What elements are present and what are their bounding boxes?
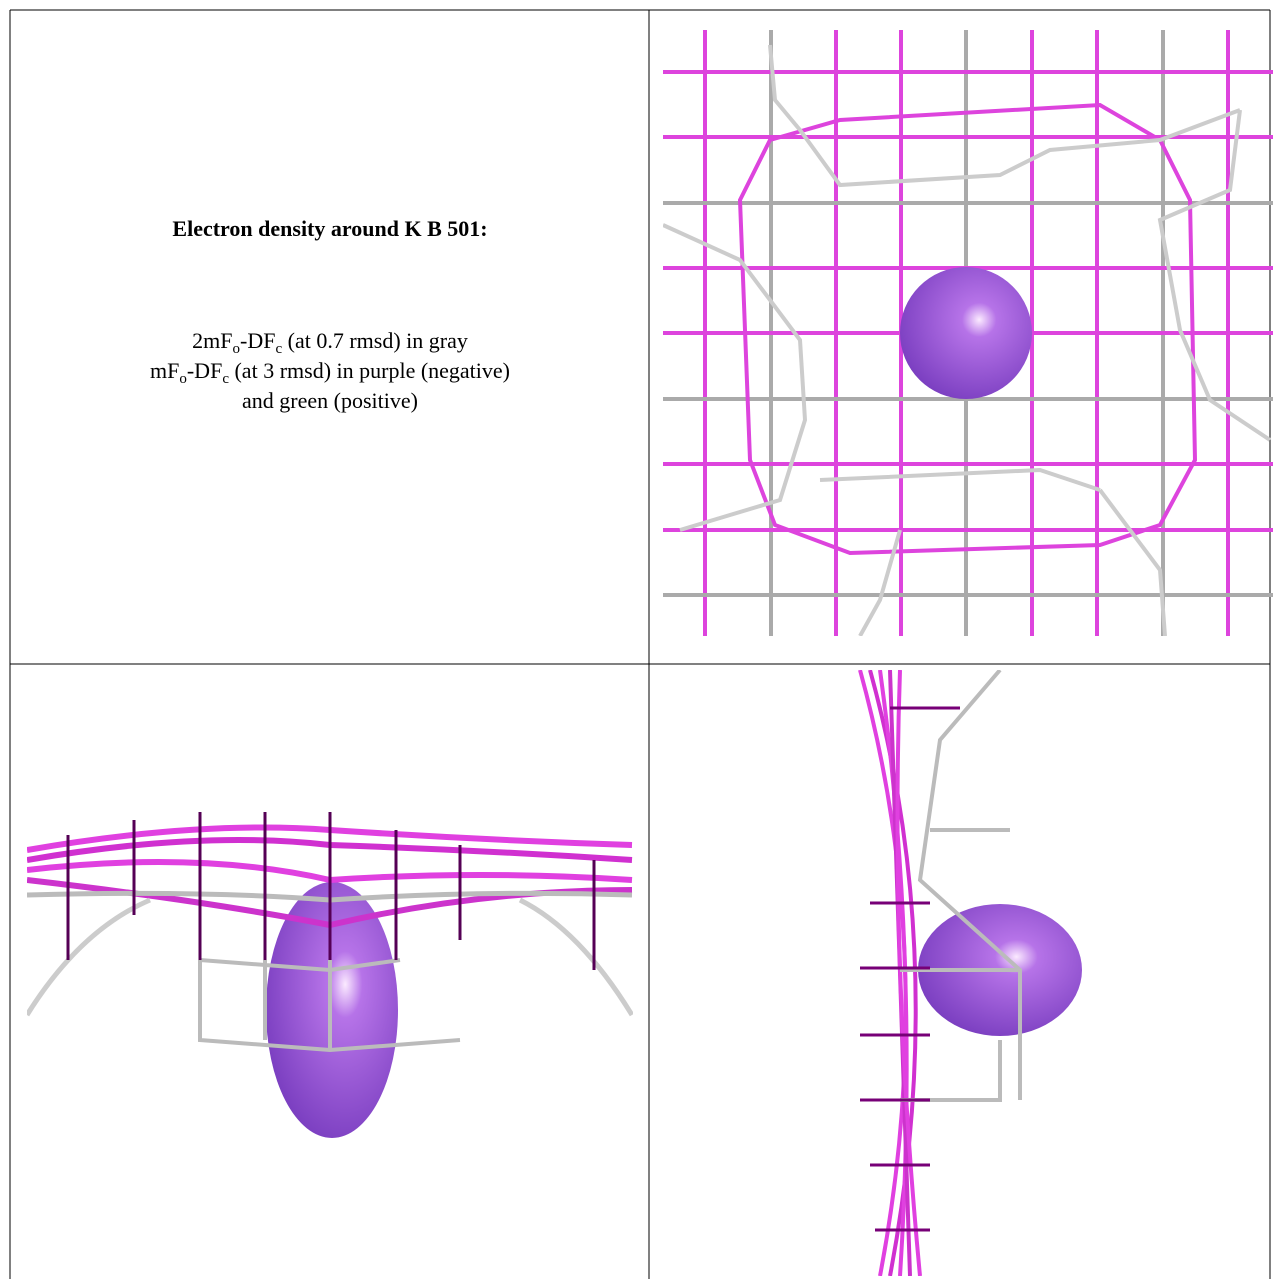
legend-line: and green (positive) bbox=[242, 388, 418, 413]
text-segment: mF bbox=[150, 358, 179, 383]
contour bbox=[663, 44, 1272, 636]
text-segment: (at 3 rmsd) in purple (negative) bbox=[229, 358, 510, 383]
text-segment: and green (positive) bbox=[242, 388, 418, 413]
contour bbox=[737, 102, 1198, 556]
subscript: o bbox=[179, 371, 187, 387]
subscript: o bbox=[233, 341, 241, 357]
ticks bbox=[860, 706, 960, 1232]
density-side-view bbox=[27, 812, 633, 1138]
text-segment: (at 0.7 rmsd) in gray bbox=[282, 328, 468, 353]
ticks bbox=[66, 812, 596, 970]
table-frame bbox=[9, 9, 1271, 1279]
atom-sphere bbox=[900, 267, 1032, 399]
text-segment: -DF bbox=[240, 328, 275, 353]
subscript: c bbox=[275, 341, 282, 357]
mesh bbox=[198, 958, 461, 1053]
text-segment: 2mF bbox=[192, 328, 232, 353]
legend-line: mFo-DFc (at 3 rmsd) in purple (negative) bbox=[150, 358, 510, 387]
subscript: c bbox=[222, 371, 229, 387]
title: Electron density around K B 501: bbox=[172, 216, 487, 241]
legend-line: 2mFo-DFc (at 0.7 rmsd) in gray bbox=[192, 328, 468, 357]
text-segment: -DF bbox=[187, 358, 222, 383]
density-edge-view bbox=[858, 670, 1082, 1276]
mesh bbox=[900, 670, 1022, 1102]
density-top-view bbox=[663, 30, 1273, 636]
